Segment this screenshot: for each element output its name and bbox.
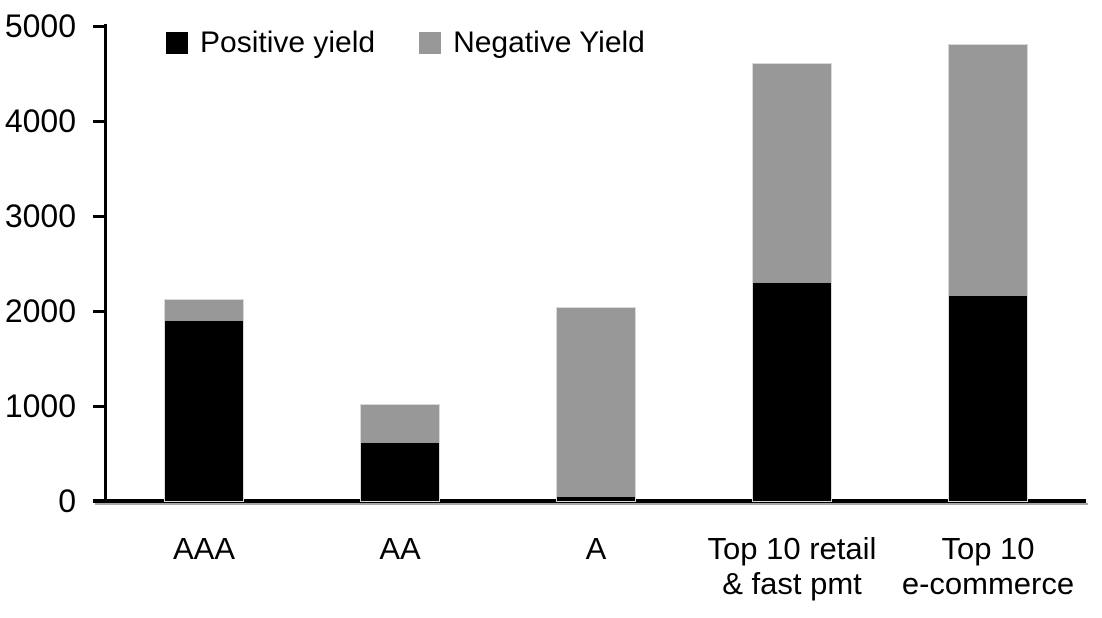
bar-segment-negative-yield: [557, 308, 635, 497]
bar-segment-negative-yield: [165, 299, 243, 322]
x-category-label: AA: [379, 531, 421, 566]
bar-stack: [752, 63, 832, 502]
bar-stack: [948, 44, 1028, 502]
legend-item-negative-yield: Negative Yield: [419, 28, 645, 58]
x-category-label: AAA: [172, 531, 236, 566]
bar-segment-positive-yield: [753, 282, 831, 501]
bar-segment-negative-yield: [949, 45, 1027, 296]
x-category-label: A: [585, 531, 607, 566]
y-axis-line: [104, 24, 107, 503]
legend-item-positive-yield: Positive yield: [166, 28, 375, 58]
bar-segment-positive-yield: [949, 295, 1027, 501]
bar-segment-positive-yield: [361, 443, 439, 501]
x-axis-shadow: [95, 503, 1088, 505]
bar-segment-positive-yield: [165, 321, 243, 501]
y-tick-mark: [93, 404, 105, 408]
bar-stack: [360, 404, 440, 502]
bar-segment-positive-yield: [557, 496, 635, 501]
y-tick-mark: [93, 24, 105, 28]
x-category-label: Top 10 retail & fast pmt: [707, 531, 877, 601]
legend-swatch-negative-yield: [419, 32, 442, 54]
y-tick-label: 1000: [4, 388, 76, 424]
legend-swatch-positive-yield: [166, 32, 188, 54]
y-tick-mark: [93, 119, 105, 123]
legend-label-negative-yield: Negative Yield: [453, 26, 645, 59]
bar-stack: [164, 298, 244, 502]
y-tick-label: 5000: [4, 8, 76, 44]
y-tick-label: 0: [58, 483, 76, 519]
y-tick-mark: [93, 309, 105, 313]
y-tick-label: 2000: [4, 293, 76, 329]
bar-segment-negative-yield: [361, 405, 439, 444]
x-axis-line: [93, 499, 1086, 503]
bar-segment-negative-yield: [753, 64, 831, 283]
legend-label-positive-yield: Positive yield: [200, 26, 376, 59]
chart-legend: Positive yield Negative Yield: [166, 28, 645, 58]
bar-stack: [556, 307, 636, 502]
y-tick-mark: [93, 214, 105, 218]
y-tick-label: 3000: [4, 198, 76, 234]
y-tick-label: 4000: [4, 103, 76, 139]
x-category-label: Top 10 e-commerce: [901, 531, 1075, 601]
